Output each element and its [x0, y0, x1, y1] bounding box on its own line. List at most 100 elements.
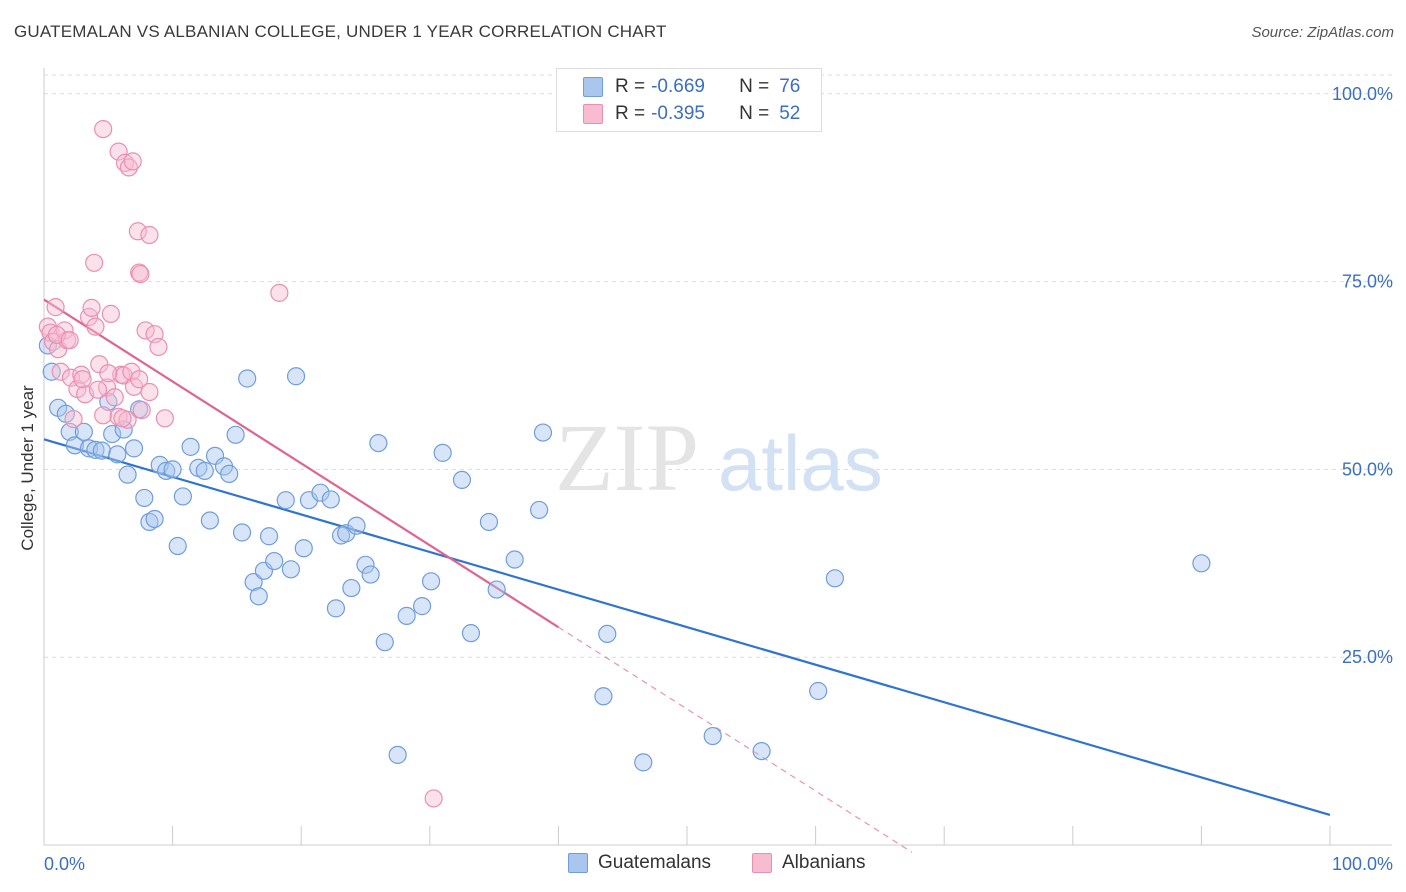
x-tick-label-right: 100.0% [1332, 854, 1393, 874]
data-point-guatemalans [479, 512, 499, 532]
data-point-albanians [64, 409, 83, 429]
gridlines [44, 74, 1392, 658]
x-tick-label-left: 0.0% [44, 854, 85, 874]
data-point-guatemalans [342, 578, 361, 598]
data-point-guatemalans [375, 633, 394, 652]
legend-n-value: 76 [779, 76, 801, 97]
data-point-guatemalans [118, 465, 137, 484]
watermark: ZIP atlas [555, 404, 883, 511]
data-point-albanians [132, 400, 151, 420]
data-point-guatemalans [421, 572, 441, 591]
trend-line-guatemalans [43, 438, 1331, 817]
data-point-guatemalans [135, 488, 154, 508]
data-point-guatemalans [326, 599, 346, 618]
data-point-guatemalans [259, 527, 279, 546]
data-point-guatemalans [168, 536, 187, 556]
data-point-guatemalans [200, 511, 219, 530]
data-point-guatemalans [433, 443, 452, 462]
data-point-albanians [140, 382, 159, 402]
data-point-guatemalans [487, 580, 506, 599]
data-point-guatemalans [86, 440, 105, 459]
data-point-albanians [94, 119, 113, 139]
data-point-guatemalans [124, 439, 144, 458]
legend-label-guatemalans: Guatemalans [598, 852, 712, 873]
data-point-guatemalans [598, 624, 617, 644]
data-point-albanians [88, 380, 108, 399]
data-point-guatemalans [397, 606, 416, 625]
data-point-albanians [61, 368, 81, 387]
data-point-guatemalans [412, 597, 432, 616]
legend-r-label: R = [615, 76, 646, 97]
data-point-guatemalans [238, 369, 257, 388]
data-point-guatemalans [461, 624, 481, 643]
data-point-guatemalans [634, 753, 653, 772]
watermark-zip: ZIP [555, 404, 699, 511]
data-point-guatemalans [369, 433, 388, 453]
data-point-albanians [82, 298, 101, 317]
data-point-guatemalans [163, 460, 182, 479]
data-point-guatemalans [140, 512, 159, 532]
data-point-guatemalans [361, 565, 380, 584]
chart-title: GUATEMALAN VS ALBANIAN COLLEGE, UNDER 1 … [14, 22, 667, 41]
legend-item-albanians[interactable]: Albanians [752, 852, 865, 874]
data-point-guatemalans [286, 367, 306, 386]
legend-n-label: N = [739, 103, 770, 124]
legend-r-value: -0.395 [651, 103, 705, 124]
data-point-guatemalans [249, 587, 268, 606]
data-point-guatemalans [244, 572, 263, 592]
data-point-guatemalans [276, 491, 295, 510]
data-point-guatemalans [173, 487, 192, 506]
data-point-guatemalans [294, 539, 313, 558]
data-point-guatemalans [452, 470, 472, 490]
data-point-albanians [140, 225, 159, 245]
data-point-albanians [155, 409, 174, 428]
data-point-guatemalans [809, 681, 828, 701]
data-point-guatemalans [74, 422, 93, 441]
legend-row-albanians: R = -0.395 N = 52 [583, 102, 800, 126]
data-point-albanians [128, 222, 147, 241]
data-point-guatemalans [181, 437, 200, 456]
trend-line-albanians [43, 298, 559, 629]
data-point-guatemalans [281, 560, 301, 579]
data-point-guatemalans [321, 490, 340, 509]
data-point-guatemalans [226, 425, 245, 444]
legend-r-value: -0.669 [651, 76, 705, 97]
watermark-atlas: atlas [718, 419, 883, 507]
data-point-albanians [136, 321, 155, 340]
y-tick-label: 50.0% [1342, 459, 1393, 479]
trend-lines [43, 298, 1331, 853]
source-credit: Source: ZipAtlas.com [1251, 24, 1394, 41]
data-point-guatemalans [594, 687, 613, 706]
data-point-albanians [99, 364, 118, 383]
data-point-guatemalans [533, 423, 553, 442]
legend-n-label: N = [739, 76, 770, 97]
axis-labels: 25.0% 50.0% 75.0% 100.0% 0.0% 100.0% [44, 84, 1393, 874]
data-point-guatemalans [205, 446, 225, 465]
data-point-albanians [424, 789, 443, 808]
legend-swatch-pink [583, 104, 603, 124]
data-point-albanians [109, 142, 128, 161]
data-point-guatemalans [530, 500, 549, 520]
data-point-albanians [149, 337, 168, 357]
data-point-albanians [105, 388, 124, 407]
data-point-guatemalans [145, 509, 164, 529]
data-point-albanians [101, 304, 120, 323]
data-point-albanians [131, 264, 150, 284]
data-point-guatemalans [347, 516, 366, 535]
data-point-guatemalans [356, 555, 375, 574]
legend-n-value: 52 [779, 103, 801, 124]
data-point-albanians [130, 370, 149, 389]
data-point-guatemalans [92, 441, 111, 460]
legend-item-guatemalans[interactable]: Guatemalans [568, 852, 711, 874]
legend-swatch-blue [568, 853, 588, 873]
data-point-albanians [46, 298, 65, 317]
y-tick-label: 100.0% [1332, 84, 1393, 104]
data-point-guatemalans [825, 569, 844, 588]
data-point-guatemalans [220, 464, 239, 483]
data-point-albanians [51, 362, 70, 381]
correlation-legend: R = -0.669 N = 76 R = -0.395 N = 52 [556, 68, 822, 132]
data-point-albanians [113, 409, 132, 428]
data-point-guatemalans [703, 726, 722, 746]
data-point-guatemalans [108, 445, 127, 464]
data-point-guatemalans [103, 424, 122, 444]
